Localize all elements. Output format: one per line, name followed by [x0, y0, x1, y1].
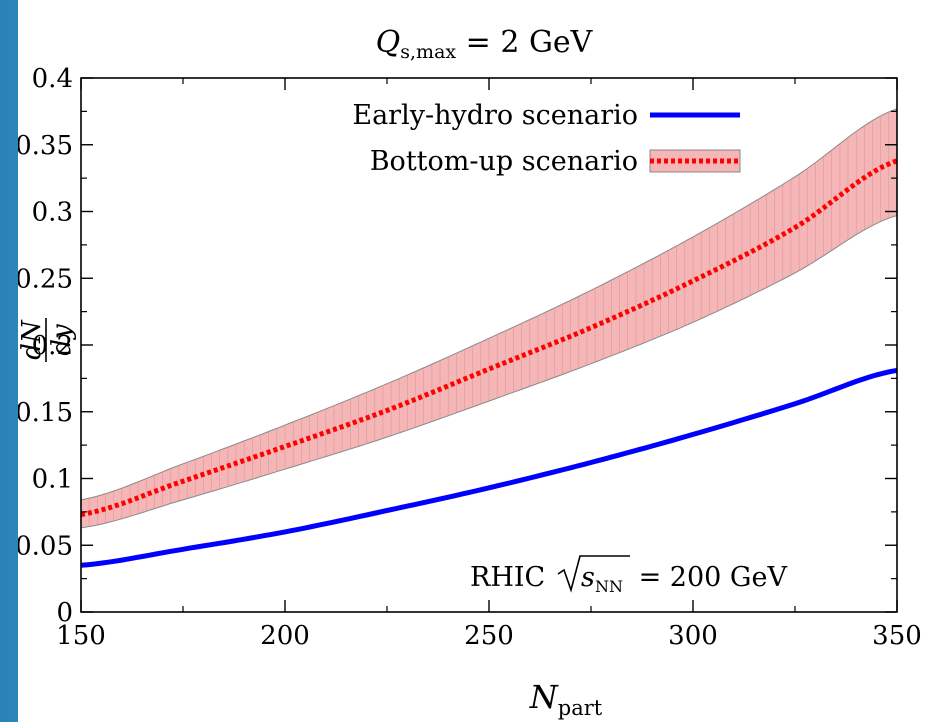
x-axis-label: Npart: [529, 678, 603, 720]
title-rest: = 2 GeV: [456, 25, 594, 60]
annotation-sqrt-body: s: [581, 562, 595, 593]
legend-label-bottom-up: Bottom-up scenario: [370, 146, 638, 177]
chart-svg: Qs,max = 2 GeV dN dy Npart 150 200 250 300 3…: [18, 25, 922, 720]
rhic-annotation: RHIC s NN = 200 GeV: [470, 555, 787, 596]
y-tick-label: 0.05: [18, 531, 73, 561]
y-tick-label: 0.35: [18, 131, 73, 161]
y-tick-label: 0.1: [32, 465, 73, 495]
sqrt-sign: [557, 555, 630, 593]
x-label-subscript: part: [558, 696, 603, 720]
y-label-numerator: dN: [18, 319, 47, 360]
chart-title: Qs,max = 2 GeV: [376, 25, 594, 63]
series-layer: [80, 158, 898, 568]
annotation-prefix: RHIC: [470, 562, 545, 593]
legend-label-early-hydro: Early-hydro scenario: [352, 100, 638, 131]
x-tick-label: 250: [464, 621, 514, 651]
x-tick-label: 300: [668, 621, 718, 651]
x-tick-label: 350: [872, 621, 922, 651]
x-tick-label: 200: [260, 621, 310, 651]
y-tick-label: 0.4: [32, 64, 73, 94]
legend: Early-hydro scenario Bottom-up scenario: [352, 100, 741, 177]
y-axis-label: dN dy: [18, 318, 77, 362]
y-tick-label: 0.25: [18, 264, 73, 294]
y-tick-label: 0.15: [18, 398, 73, 428]
title-main: Q: [376, 25, 401, 60]
axes-layer: 150 200 250 300 350 0 0.05 0.1 0.15 0.2 0.25 0.3 0.3…: [18, 64, 922, 651]
x-label-main: N: [529, 678, 559, 716]
series-line-early-hydro: [80, 367, 898, 568]
x-tick-label: 150: [56, 621, 106, 651]
y-tick-label: 0.2: [32, 331, 73, 361]
series-line-bottom-up: [80, 158, 898, 517]
annotation-suffix: = 200 GeV: [630, 562, 787, 593]
annotation-sqrt-subscript: NN: [595, 577, 623, 596]
y-tick-label: 0.3: [32, 198, 73, 228]
title-subscript: s,max: [400, 41, 456, 63]
y-tick-label: 0: [56, 598, 73, 628]
chart-panel: Qs,max = 2 GeV dN dy Npart 150 200 250 300 3…: [18, 0, 929, 722]
y-label-denominator: dy: [47, 324, 77, 356]
